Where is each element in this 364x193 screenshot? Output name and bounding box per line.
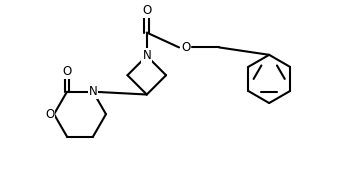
Text: O: O <box>62 65 72 78</box>
Text: O: O <box>181 41 190 54</box>
Text: O: O <box>45 108 54 121</box>
Text: N: N <box>142 49 151 63</box>
Text: O: O <box>142 4 151 17</box>
Text: N: N <box>88 85 97 98</box>
